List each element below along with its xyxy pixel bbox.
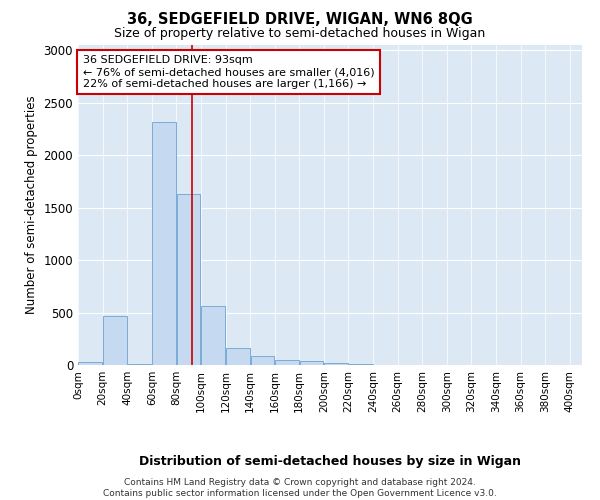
Y-axis label: Number of semi-detached properties: Number of semi-detached properties [25,96,38,314]
Bar [79,362,102,365]
Bar [300,361,323,365]
Bar [202,306,225,365]
Bar [275,360,299,365]
Text: Distribution of semi-detached houses by size in Wigan: Distribution of semi-detached houses by … [139,455,521,468]
Bar [103,316,127,365]
Bar [349,364,373,365]
Text: 36, SEDGEFIELD DRIVE, WIGAN, WN6 8QG: 36, SEDGEFIELD DRIVE, WIGAN, WN6 8QG [127,12,473,28]
Bar [152,122,176,365]
Text: Contains HM Land Registry data © Crown copyright and database right 2024.
Contai: Contains HM Land Registry data © Crown c… [103,478,497,498]
Text: 36 SEDGEFIELD DRIVE: 93sqm
← 76% of semi-detached houses are smaller (4,016)
22%: 36 SEDGEFIELD DRIVE: 93sqm ← 76% of semi… [83,56,374,88]
Bar [177,194,200,365]
Bar [128,364,151,365]
Bar [226,348,250,365]
Text: Size of property relative to semi-detached houses in Wigan: Size of property relative to semi-detach… [115,28,485,40]
Bar [251,356,274,365]
Bar [325,363,348,365]
